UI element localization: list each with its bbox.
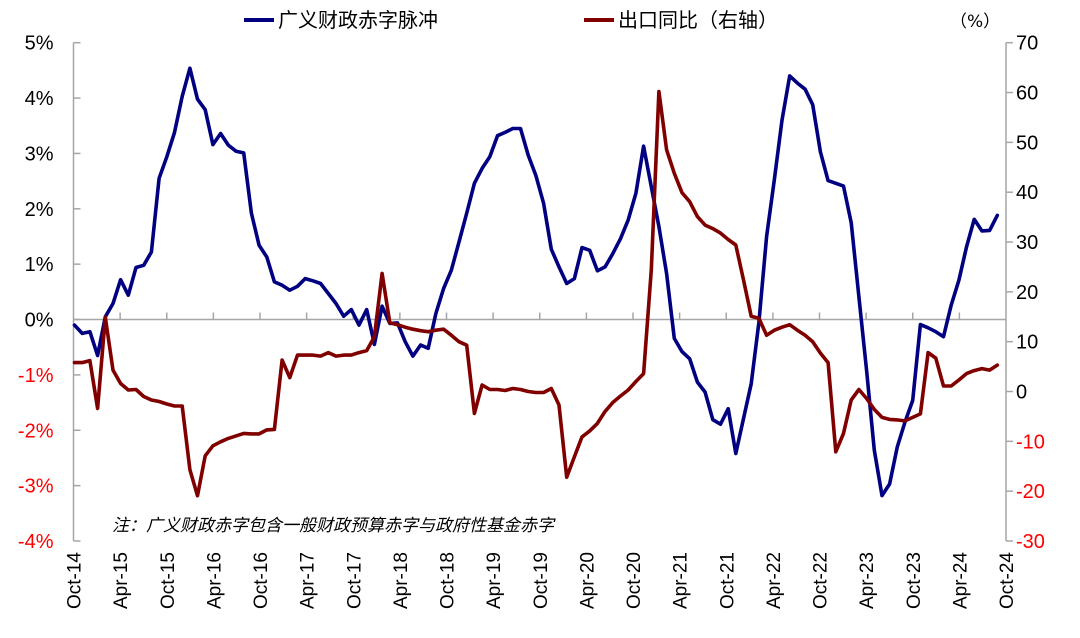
- left-axis-tick-label: -1%: [18, 365, 54, 387]
- right-axis-tick-label: -30: [1016, 531, 1045, 553]
- legend-label-export: 出口同比（右轴）: [618, 8, 778, 32]
- legend-label-fiscal: 广义财政赤字脉冲: [278, 8, 438, 32]
- right-axis-tick-label: -20: [1016, 481, 1045, 503]
- left-axis-tick-label: 1%: [25, 254, 54, 276]
- legend: 广义财政赤字脉冲 出口同比（右轴） （%）: [244, 8, 1000, 32]
- right-axis-tick-label: 20: [1016, 282, 1038, 304]
- x-axis-tick-label: Apr-17: [298, 552, 319, 609]
- x-axis-tick-label: Apr-21: [671, 552, 692, 609]
- right-axis-tick-label: 40: [1016, 182, 1038, 204]
- right-axis-tick-label: -10: [1016, 431, 1045, 453]
- chart-note: 注：广义财政赤字包含一般财政预算赤字与政府性基金赤字: [112, 516, 556, 536]
- left-axis-tick-label: 0%: [25, 310, 54, 332]
- left-axis-tick-label: -4%: [18, 531, 54, 553]
- left-axis-tick-label: -2%: [18, 420, 54, 442]
- x-axis-tick-label: Oct-22: [811, 552, 832, 609]
- left-axis-tick-label: 3%: [25, 143, 54, 165]
- right-axis-tick-label: 70: [1016, 33, 1038, 55]
- x-axis-tick-label: Oct-18: [438, 552, 459, 609]
- x-axis-tick-label: Oct-20: [624, 552, 645, 609]
- x-axis-tick-label: Apr-20: [577, 552, 598, 609]
- x-axis-tick-label: Oct-14: [65, 552, 86, 609]
- x-axis-tick-label: Oct-17: [344, 552, 365, 609]
- x-axis-tick-label: Apr-22: [764, 552, 785, 609]
- export-yoy-line: [72, 89, 1000, 498]
- axes: 5% 4% 3% 2% 1% 0% -1% -2% -3% -4% 70 60 50 40 30 20 10 0 -…: [18, 33, 1045, 609]
- x-axis-tick-label: Apr-16: [204, 552, 225, 609]
- x-axis-tick-label: Oct-21: [717, 552, 738, 609]
- left-axis-tick-label: 5%: [25, 33, 54, 55]
- right-axis-tick-label: 30: [1016, 232, 1038, 254]
- x-axis-tick-label: Oct-24: [997, 552, 1018, 609]
- left-axis-tick-label: 4%: [25, 88, 54, 110]
- series-lines: [72, 66, 1000, 498]
- left-axis-tick-label: -3%: [18, 476, 54, 498]
- right-axis-unit: （%）: [950, 12, 1000, 32]
- right-axis-tick-label: 10: [1016, 332, 1038, 354]
- right-axis-tick-label: 0: [1016, 382, 1027, 404]
- x-axis-tick-label: Apr-18: [391, 552, 412, 609]
- x-axis-tick-label: Apr-23: [857, 552, 878, 609]
- x-axis-tick-label: Oct-23: [904, 552, 925, 609]
- x-axis-tick-label: Oct-16: [251, 552, 272, 609]
- x-axis-tick-label: Apr-19: [484, 552, 505, 609]
- fiscal-deficit-impulse-line: [72, 66, 1000, 498]
- x-axis-tick-label: Oct-19: [531, 552, 552, 609]
- right-axis-tick-label: 60: [1016, 83, 1038, 105]
- x-axis-tick-label: Oct-15: [158, 552, 179, 609]
- x-axis-tick-label: Apr-15: [111, 552, 132, 609]
- right-axis-tick-label: 50: [1016, 132, 1038, 154]
- x-axis-tick-label: Apr-24: [950, 552, 971, 609]
- left-axis-tick-label: 2%: [25, 199, 54, 221]
